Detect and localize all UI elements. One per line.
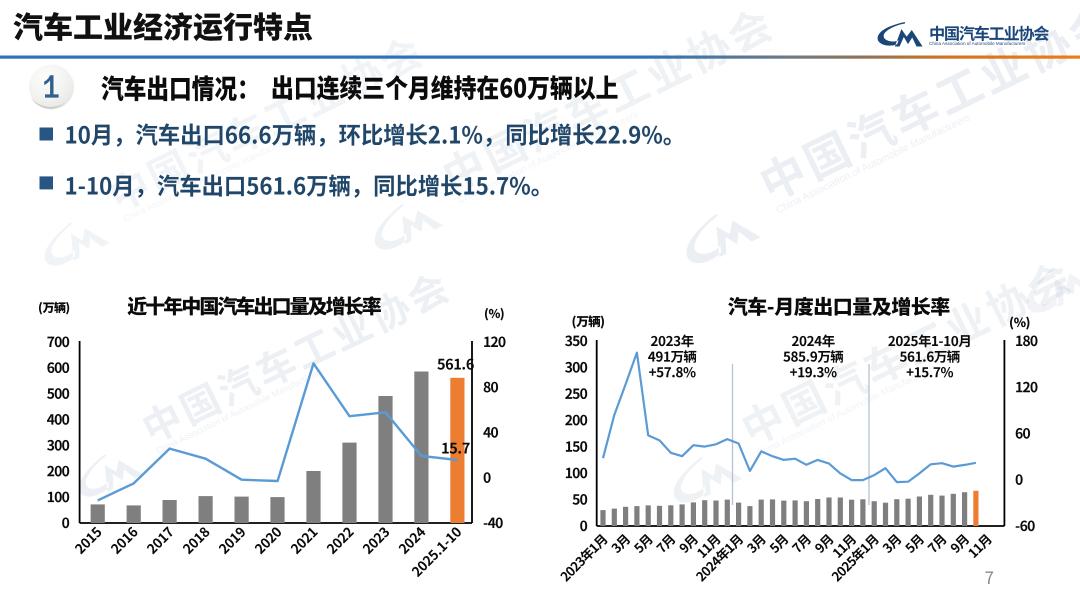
svg-text:China Association of Automobil: China Association of Automobile Manufact… bbox=[929, 41, 1026, 46]
